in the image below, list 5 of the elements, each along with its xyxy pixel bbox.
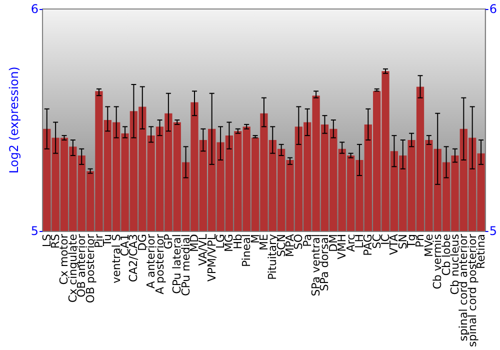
y-axis-title: Log2 (expression) bbox=[7, 66, 21, 174]
x-tick-label: Pituitary bbox=[266, 234, 280, 280]
y2-tick-label: 6 bbox=[489, 2, 498, 16]
x-tick-label: Retina bbox=[474, 234, 488, 270]
y2-tick-label: 5 bbox=[489, 224, 498, 238]
